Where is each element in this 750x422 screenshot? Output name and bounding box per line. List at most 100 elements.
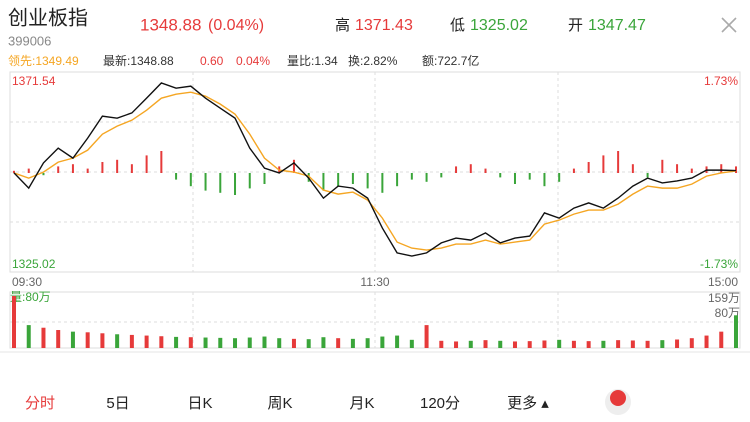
volume-frame: [9, 291, 741, 349]
breadth-bar: [160, 151, 163, 173]
volume-bar: [557, 339, 562, 348]
breadth-bar: [130, 164, 133, 173]
breadth-bar: [425, 173, 428, 182]
breadth-bar: [116, 159, 119, 173]
volume-bar: [616, 340, 621, 348]
breadth-bar: [204, 173, 207, 191]
volume-tick-label: 80万: [715, 306, 740, 320]
breadth-bar: [27, 168, 30, 173]
breadth-bar: [602, 155, 605, 173]
volume-bar: [527, 341, 532, 348]
index-code: 399006: [8, 33, 51, 48]
volume-bar: [645, 340, 650, 348]
price: 1348.88: [140, 15, 201, 34]
y2-tick-label: 1.73%: [704, 74, 738, 88]
breadth-bar: [631, 164, 634, 173]
breadth-bar: [617, 151, 620, 173]
breadth-bar: [101, 162, 104, 173]
volume-bar: [630, 340, 635, 348]
tab[interactable]: 日K: [187, 395, 212, 412]
breadth-bar: [263, 173, 266, 184]
info-item: 额:722.7亿: [422, 53, 479, 68]
y-tick-label: 1325.02: [12, 257, 56, 271]
volume-tick-label: 159万: [708, 291, 740, 305]
volume-bar: [409, 339, 414, 348]
volume-bar: [719, 331, 724, 348]
stat-value: 1347.47: [588, 17, 646, 34]
volume-bar: [85, 332, 90, 348]
tab[interactable]: 周K: [267, 395, 292, 412]
x-tick-label: 09:30: [12, 275, 42, 289]
breadth-bar: [71, 164, 74, 173]
close-button[interactable]: [721, 17, 737, 33]
breadth-bar: [396, 173, 399, 187]
volume-bar: [277, 338, 282, 348]
breadth-bar: [57, 166, 60, 173]
volume-bar: [233, 338, 238, 348]
breadth-bar: [189, 173, 192, 187]
volume-bar: [365, 338, 370, 348]
breadth-bar: [499, 173, 502, 178]
info-item: 换:2.82%: [348, 54, 398, 68]
breadth-bar: [248, 173, 251, 189]
stat-value: 1371.43: [355, 17, 413, 34]
volume-bar: [468, 340, 473, 348]
breadth-bar: [440, 173, 443, 178]
volume-bar: [586, 341, 591, 348]
breadth-bar: [690, 168, 693, 173]
volume-bar: [100, 333, 105, 348]
stat-label: 高: [335, 17, 350, 34]
tab[interactable]: 更多 ▴: [507, 395, 549, 412]
breadth-bar: [145, 155, 148, 173]
info-item: 0.04%: [236, 54, 270, 68]
volume-bar: [734, 315, 738, 348]
breadth-bar: [410, 173, 413, 180]
volume-bar: [704, 335, 709, 348]
info-item: 最新:1348.88: [103, 53, 174, 68]
volume-bar: [115, 334, 120, 348]
volume-bar: [689, 338, 694, 348]
volume-bar: [542, 340, 547, 348]
info-item: 领先:1349.49: [8, 54, 79, 68]
tab[interactable]: 分时: [25, 395, 55, 412]
change: (0.04%): [208, 17, 264, 34]
tab[interactable]: 5日: [106, 395, 129, 412]
volume-bar: [56, 330, 61, 348]
breadth-bar: [484, 168, 487, 173]
volume-bar: [129, 334, 134, 348]
breadth-bar: [558, 173, 561, 182]
breadth-bar: [366, 173, 369, 189]
breadth-bar: [86, 168, 89, 173]
volume-bar: [262, 336, 267, 348]
volume-bar: [483, 340, 488, 348]
breadth-bar: [587, 162, 590, 173]
breadth-bar: [322, 173, 325, 191]
y2-tick-label: -1.73%: [700, 257, 738, 271]
volume-label: 量:80万: [10, 290, 51, 304]
breadth-bar: [661, 159, 664, 173]
tab[interactable]: 月K: [349, 395, 374, 412]
breadth-bar: [175, 173, 178, 180]
volume-bar: [350, 338, 355, 348]
breadth-bar: [381, 173, 384, 193]
volume-bar: [144, 335, 149, 348]
volume-bar: [336, 338, 341, 348]
breadth-bar: [351, 173, 354, 184]
volume-bar: [660, 340, 665, 348]
stat-label: 开: [568, 17, 583, 34]
volume-bar: [571, 340, 576, 348]
volume-bar: [12, 296, 16, 348]
breadth-bar: [513, 173, 516, 184]
volume-bar: [174, 336, 179, 348]
breadth-bar: [292, 159, 295, 173]
breadth-bar: [219, 173, 222, 193]
volume-bar: [675, 339, 680, 348]
volume-bar: [159, 336, 164, 348]
volume-bar: [203, 337, 208, 348]
toggle-dot[interactable]: [610, 390, 626, 406]
tab[interactable]: 120分: [420, 395, 460, 412]
x-tick-label: 11:30: [360, 275, 389, 289]
breadth-bar: [13, 170, 15, 173]
breadth-bar: [42, 173, 45, 176]
